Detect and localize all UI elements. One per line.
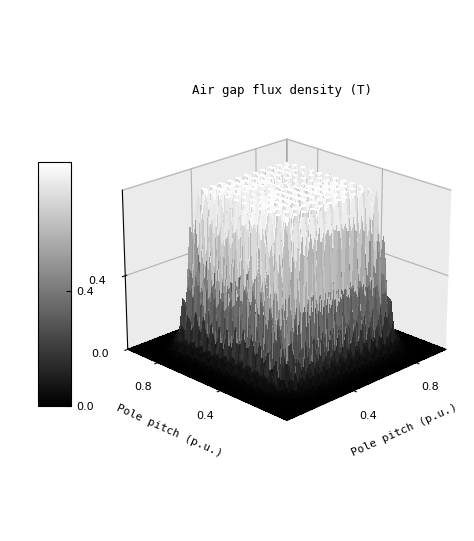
Title: Air gap flux density (T): Air gap flux density (T): [192, 84, 372, 97]
Y-axis label: Pole pitch (p.u.): Pole pitch (p.u.): [115, 403, 224, 458]
X-axis label: Pole pitch (p.u.): Pole pitch (p.u.): [350, 403, 458, 458]
